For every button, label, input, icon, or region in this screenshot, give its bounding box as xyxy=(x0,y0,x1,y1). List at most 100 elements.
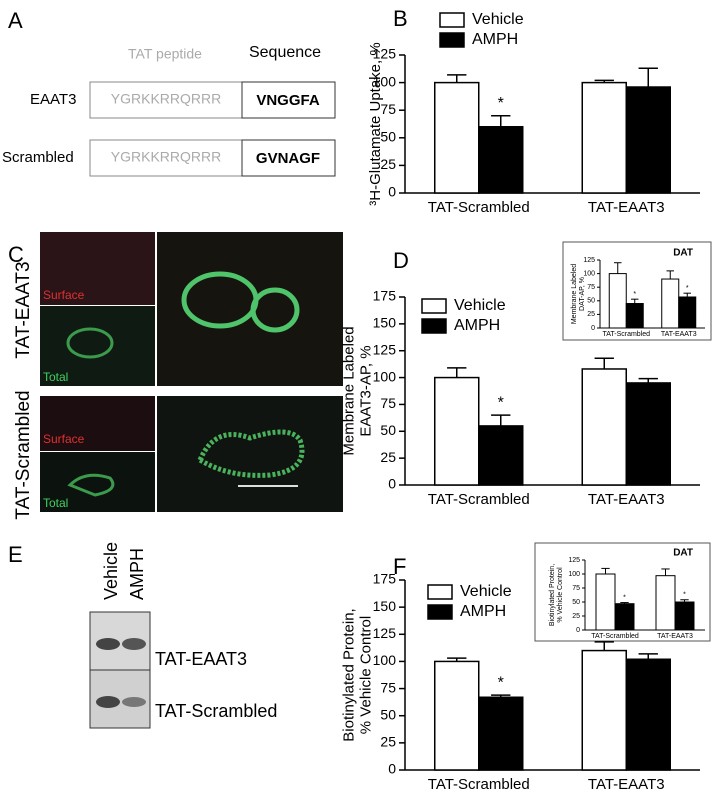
y-tick-label: 75 xyxy=(380,101,396,117)
inset-title: DAT xyxy=(673,248,693,259)
legend-swatch xyxy=(427,604,453,620)
y-tick-label: 75 xyxy=(572,585,580,592)
bar xyxy=(625,382,671,486)
legend-swatch xyxy=(439,32,465,48)
y-tick-label: 125 xyxy=(373,341,397,357)
y-tick-label: 25 xyxy=(380,156,396,172)
channel-label: Surface xyxy=(43,288,85,302)
band xyxy=(96,696,120,708)
bar xyxy=(655,575,676,631)
legend-label: AMPH xyxy=(454,317,500,334)
row-label: Scrambled xyxy=(2,149,74,166)
band-label: TAT-EAAT3 xyxy=(155,649,247,669)
channel-label: Total xyxy=(43,496,68,510)
cell-outline xyxy=(196,429,305,478)
panel-label: B xyxy=(393,6,408,31)
y-tick-label: 50 xyxy=(380,706,396,722)
header: TAT peptide xyxy=(128,46,202,62)
annotation: * xyxy=(498,95,504,112)
y-tick-label: 100 xyxy=(583,270,595,277)
sequence: GVNAGF xyxy=(256,150,320,167)
y-axis-label: Membrane Labeled xyxy=(340,326,357,455)
panel-label: C xyxy=(8,242,24,267)
y-tick-label: 50 xyxy=(380,129,396,145)
inset-frame xyxy=(534,542,711,642)
y-tick-label: 0 xyxy=(591,325,595,332)
y-tick-label: 50 xyxy=(380,422,396,438)
band-label: TAT-Scrambled xyxy=(155,701,277,721)
western-blot: Vehicle AMPH TAT-EAAT3 TAT-Scrambled xyxy=(89,542,277,729)
y-tick-label: 50 xyxy=(587,298,595,305)
legend-label: Vehicle xyxy=(460,583,512,600)
y-tick-label: 0 xyxy=(388,184,396,200)
y-tick-label: 75 xyxy=(587,284,595,291)
channel-label: Surface xyxy=(43,432,85,446)
annotation: * xyxy=(498,394,504,411)
y-tick-label: 100 xyxy=(373,652,397,668)
x-tick-label: TAT-EAAT3 xyxy=(657,633,693,640)
image xyxy=(157,396,343,512)
legend-label: Vehicle xyxy=(472,11,524,28)
row-label: TAT-EAAT3 xyxy=(13,261,34,358)
bar xyxy=(581,81,627,194)
x-tick-label: TAT-Scrambled xyxy=(428,199,530,216)
y-tick-label: 75 xyxy=(380,679,396,695)
bar xyxy=(608,273,627,329)
band xyxy=(122,638,146,650)
bar xyxy=(478,425,524,486)
annotation: * xyxy=(686,285,689,292)
cell xyxy=(241,81,336,119)
panel-label: D xyxy=(393,248,409,273)
bar xyxy=(674,601,695,631)
bar xyxy=(581,649,627,771)
y-axis-label: ³H-Glutamate Uptake, % xyxy=(367,42,384,205)
header: Sequence xyxy=(249,44,321,61)
peptide: YGRKKRRQRRR xyxy=(111,91,221,107)
legend-label: AMPH xyxy=(460,603,506,620)
inset-frame xyxy=(562,241,712,341)
cell-outline xyxy=(67,473,115,497)
y-axis-label: % Vehicle Control xyxy=(357,616,374,734)
legend-swatch xyxy=(439,12,465,28)
legend-swatch xyxy=(421,298,447,314)
bar xyxy=(625,658,671,771)
panel-label: A xyxy=(8,8,23,33)
cell-outline xyxy=(66,327,114,359)
y-tick-label: 75 xyxy=(380,395,396,411)
y-tick-label: 0 xyxy=(388,761,396,777)
annotation: * xyxy=(623,594,626,601)
bar xyxy=(434,660,480,771)
bar xyxy=(478,696,524,771)
x-tick-label: TAT-Scrambled xyxy=(602,331,650,338)
cell xyxy=(241,139,336,177)
y-tick-label: 100 xyxy=(373,73,397,89)
y-tick-label: 125 xyxy=(373,625,397,641)
x-tick-label: TAT-Scrambled xyxy=(591,633,639,640)
cell-outline xyxy=(250,287,300,333)
bar xyxy=(434,81,480,194)
bar xyxy=(595,573,616,631)
x-tick-label: TAT-Scrambled xyxy=(428,776,530,792)
y-tick-label: 125 xyxy=(568,557,580,564)
x-tick-label: TAT-EAAT3 xyxy=(588,491,665,508)
x-tick-label: TAT-Scrambled xyxy=(428,491,530,508)
panel-label: F xyxy=(393,554,406,579)
y-tick-label: 25 xyxy=(572,613,580,620)
y-tick-label: 0 xyxy=(576,627,580,634)
y-axis-label: Membrane Labeled xyxy=(571,264,578,324)
y-tick-label: 125 xyxy=(583,257,595,264)
bar xyxy=(581,368,627,486)
legend-label: Vehicle xyxy=(454,297,506,314)
sequence: VNGGFA xyxy=(256,92,320,109)
x-tick-label: TAT-EAAT3 xyxy=(661,331,697,338)
peptide: YGRKKRRQRRR xyxy=(111,149,221,165)
y-tick-label: 25 xyxy=(587,311,595,318)
bar xyxy=(434,376,480,486)
y-axis-label: DAT-AP, % xyxy=(579,277,586,311)
y-tick-label: 100 xyxy=(568,571,580,578)
y-tick-label: 125 xyxy=(373,46,397,62)
y-tick-label: 175 xyxy=(373,571,397,587)
x-tick-label: TAT-EAAT3 xyxy=(588,199,665,216)
micrographs: Surface Total Surface Total TAT-EAAT3 TA… xyxy=(13,232,343,520)
